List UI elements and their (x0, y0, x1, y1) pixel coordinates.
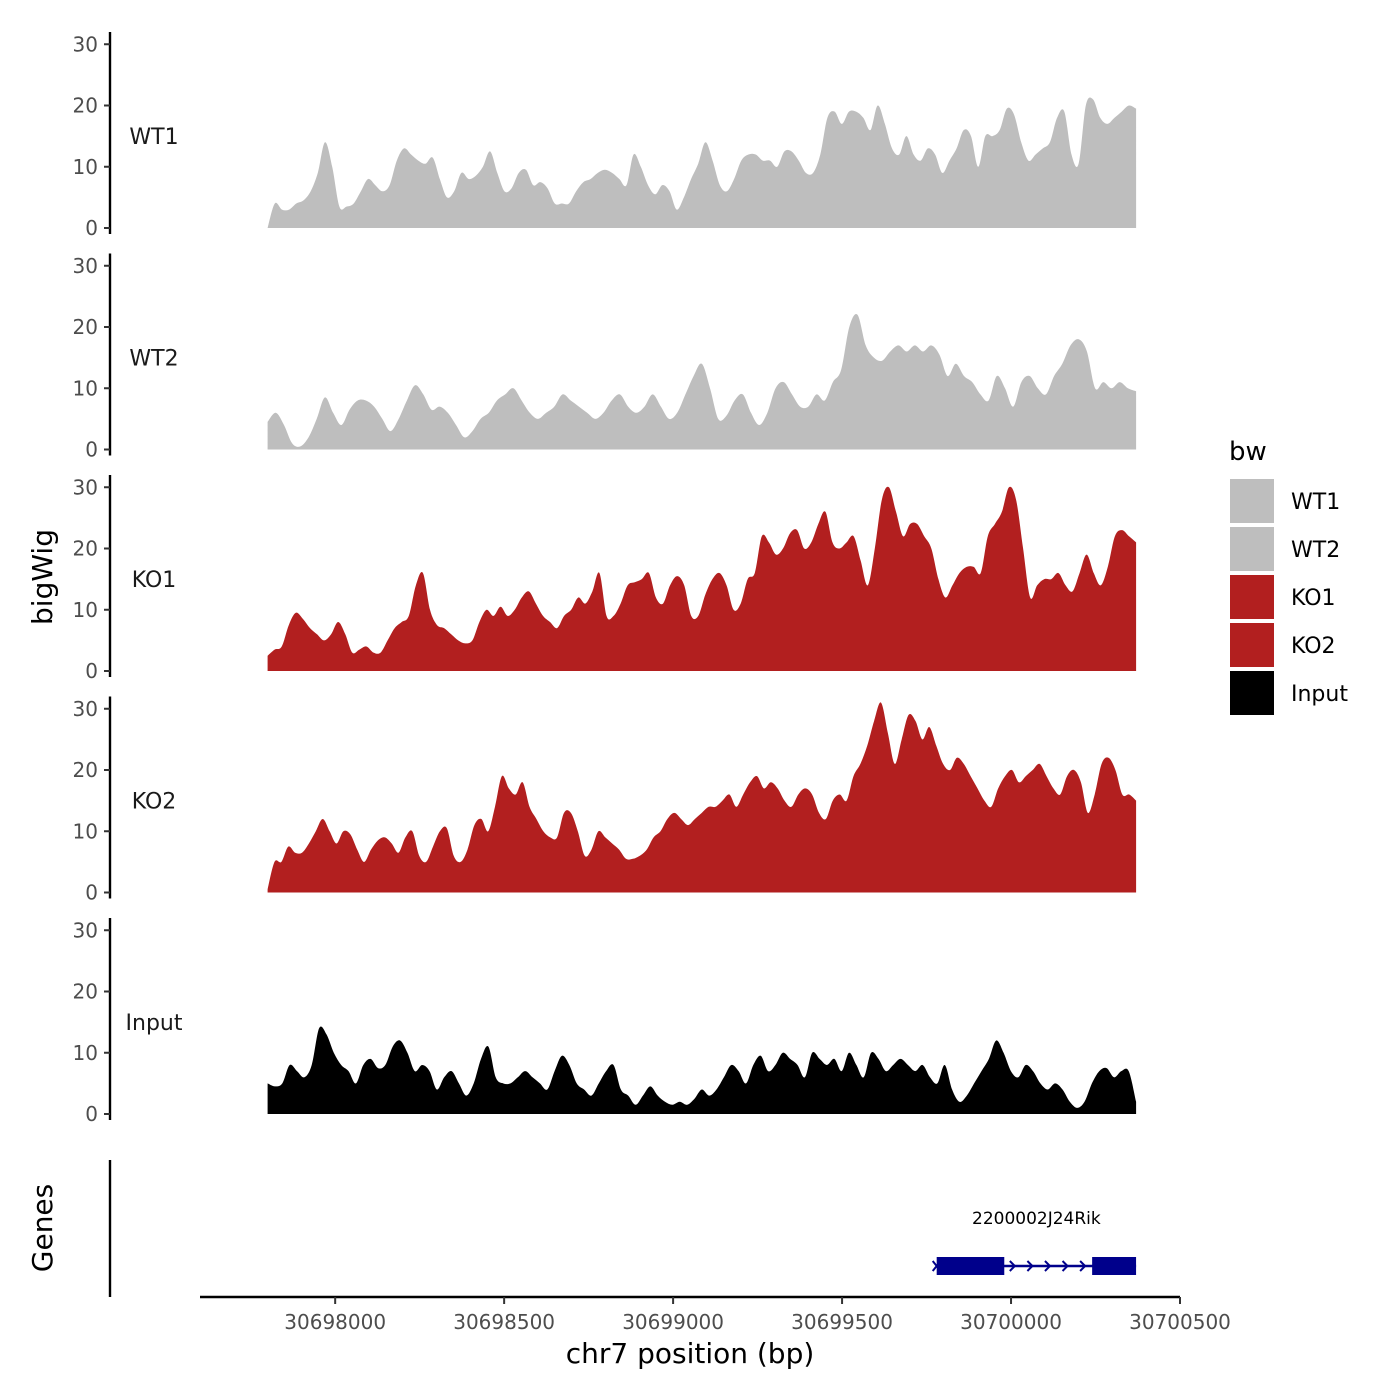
y-tick-label: 20 (73, 758, 98, 782)
track-label-input: Input (126, 1011, 183, 1036)
legend-key-wt1 (1230, 479, 1274, 523)
legend-label-ko2: KO2 (1291, 634, 1336, 659)
legend-title: bw (1229, 437, 1267, 467)
genes-axis-title: Genes (26, 1184, 59, 1272)
x-tick-label: 30698500 (453, 1310, 555, 1334)
y-tick-label: 10 (73, 1041, 98, 1065)
area-ko2 (267, 702, 1137, 893)
x-tick-label: 30698000 (284, 1310, 386, 1334)
y-tick-label: 30 (73, 254, 98, 278)
strand-arrow (1044, 1260, 1052, 1272)
strand-arrow (1009, 1260, 1017, 1272)
legend-label-wt2: WT2 (1291, 538, 1340, 563)
track-label-wt1: WT1 (129, 125, 178, 150)
legend-key-input (1230, 671, 1274, 715)
y-tick-label: 10 (73, 819, 98, 843)
track-label-ko2: KO2 (132, 790, 177, 815)
y-tick-label: 0 (85, 659, 98, 683)
track-input: 0 10 20 30 Input (73, 918, 1137, 1126)
y-tick-label: 10 (73, 598, 98, 622)
y-axis-title: bigWig (26, 529, 59, 625)
area-wt1 (267, 97, 1137, 228)
area-input (267, 1026, 1137, 1114)
y-tick-label: 20 (73, 980, 98, 1004)
strand-arrow (1079, 1260, 1087, 1272)
x-axis: 30698000 30698500 30699000 30699500 30700000… (200, 1295, 1231, 1334)
y-tick-label: 20 (73, 94, 98, 118)
gene-exon (1092, 1257, 1137, 1275)
gene-start-mark (931, 1260, 942, 1272)
x-tick-label: 30699500 (791, 1310, 893, 1334)
track-wt2: 0 10 20 30 WT2 (73, 253, 1137, 462)
y-tick-label: 0 (85, 438, 98, 462)
y-tick-label: 0 (85, 881, 98, 905)
gene-2200002j24rik: 2200002J24Rik (931, 1209, 1137, 1275)
track-ko2: 0 10 20 30 KO2 (73, 696, 1137, 905)
y-tick-label: 30 (73, 918, 98, 942)
strand-arrow (1026, 1260, 1034, 1272)
legend-key-ko2 (1230, 623, 1274, 667)
y-tick-label: 10 (73, 376, 98, 400)
strand-arrow (1061, 1260, 1069, 1272)
y-tick-label: 0 (85, 216, 98, 240)
legend-key-ko1 (1230, 575, 1274, 619)
legend: bw WT1 WT2 KO1 KO2 Input (1229, 437, 1348, 715)
area-ko1 (267, 486, 1137, 671)
gene-track-panel: 2200002J24Rik (108, 1160, 1137, 1297)
legend-label-ko1: KO1 (1291, 586, 1336, 611)
y-tick-label: 30 (73, 32, 98, 56)
legend-label-wt1: WT1 (1291, 490, 1340, 515)
x-tick-label: 30700500 (1129, 1310, 1231, 1334)
track-label-ko1: KO1 (132, 568, 177, 593)
legend-key-wt2 (1230, 527, 1274, 571)
track-wt1: 0 10 20 30 WT1 (73, 32, 1137, 240)
track-ko1: 0 10 20 30 KO1 (73, 475, 1137, 683)
legend-label-input: Input (1291, 682, 1348, 707)
y-tick-label: 30 (73, 697, 98, 721)
y-tick-label: 20 (73, 537, 98, 561)
y-tick-label: 20 (73, 315, 98, 339)
x-axis-title: chr7 position (bp) (566, 1337, 815, 1370)
signal-tracks: 0 10 20 30 WT1 0 10 20 30 WT2 0 10 20 30 KO1 0 10 20 30 KO2… (73, 32, 1137, 1126)
x-tick-label: 30699000 (622, 1310, 724, 1334)
gene-exon (936, 1257, 1005, 1275)
y-tick-label: 30 (73, 475, 98, 499)
x-tick-label: 30700000 (960, 1310, 1062, 1334)
track-label-wt2: WT2 (129, 347, 178, 372)
y-tick-label: 0 (85, 1102, 98, 1126)
area-wt2 (267, 313, 1137, 450)
y-tick-label: 10 (73, 155, 98, 179)
gene-label: 2200002J24Rik (972, 1209, 1101, 1229)
